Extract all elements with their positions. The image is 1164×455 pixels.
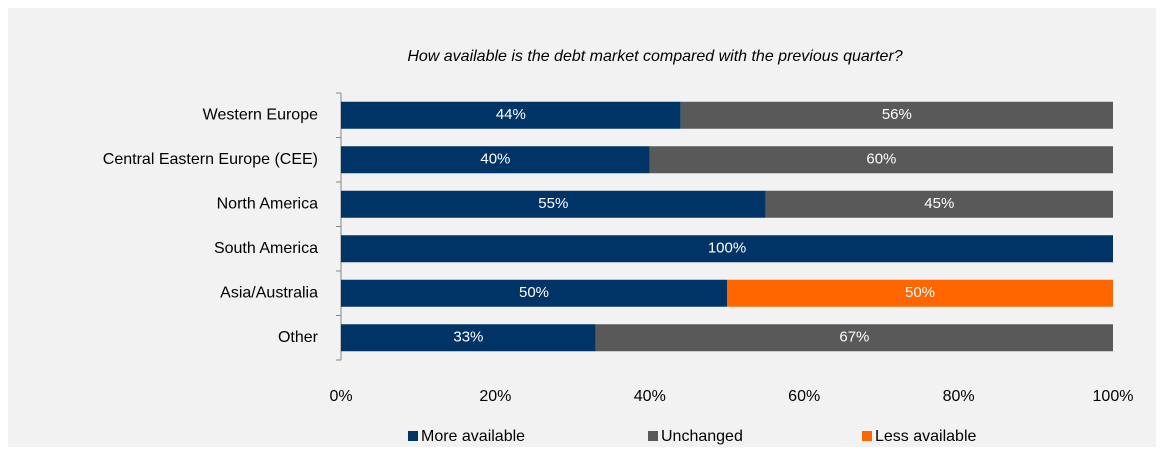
x-tick-label: 40% bbox=[634, 388, 666, 405]
x-tick-label: 20% bbox=[479, 388, 511, 405]
bar-segment bbox=[341, 146, 650, 174]
bar-label: 55% bbox=[538, 195, 568, 212]
x-tick-label: 60% bbox=[788, 388, 820, 405]
bar-segment bbox=[649, 146, 1113, 174]
bar-label: 60% bbox=[866, 151, 896, 168]
bar-segment bbox=[341, 324, 596, 352]
y-tick-label: Asia/Australia bbox=[220, 284, 318, 301]
y-tick-label: Other bbox=[278, 329, 319, 346]
bar-segment bbox=[765, 190, 1113, 218]
legend-label: Unchanged bbox=[661, 428, 743, 445]
legend-label: Less available bbox=[875, 428, 977, 445]
bar-label: 56% bbox=[882, 106, 912, 123]
chart-panel bbox=[8, 8, 1156, 447]
bar-label: 100% bbox=[708, 240, 746, 257]
bar-segment bbox=[341, 279, 727, 307]
bar-label: 45% bbox=[924, 195, 954, 212]
legend-label: More available bbox=[421, 428, 525, 445]
bar-label: 50% bbox=[519, 284, 549, 301]
legend-swatch bbox=[408, 431, 418, 441]
bar-label: 44% bbox=[496, 106, 526, 123]
bar-label: 33% bbox=[453, 329, 483, 346]
x-tick-label: 0% bbox=[329, 388, 352, 405]
bar-segment bbox=[680, 101, 1113, 129]
bar-label: 50% bbox=[905, 284, 935, 301]
legend-swatch bbox=[648, 431, 658, 441]
x-tick-label: 80% bbox=[943, 388, 975, 405]
bar-segment bbox=[341, 235, 1113, 263]
bar-label: 67% bbox=[839, 329, 869, 346]
x-tick-label: 100% bbox=[1093, 388, 1134, 405]
y-tick-label: Central Eastern Europe (CEE) bbox=[103, 151, 318, 168]
y-tick-label: Western Europe bbox=[203, 106, 318, 123]
chart-title: How available is the debt market compare… bbox=[407, 48, 902, 65]
bar-segment bbox=[341, 101, 681, 129]
bar-segment bbox=[727, 279, 1113, 307]
bar-label: 40% bbox=[480, 151, 510, 168]
legend-swatch bbox=[862, 431, 872, 441]
bar-segment bbox=[595, 324, 1113, 352]
y-tick-label: South America bbox=[214, 240, 318, 257]
y-tick-label: North America bbox=[217, 195, 318, 212]
bar-segment bbox=[341, 190, 766, 218]
